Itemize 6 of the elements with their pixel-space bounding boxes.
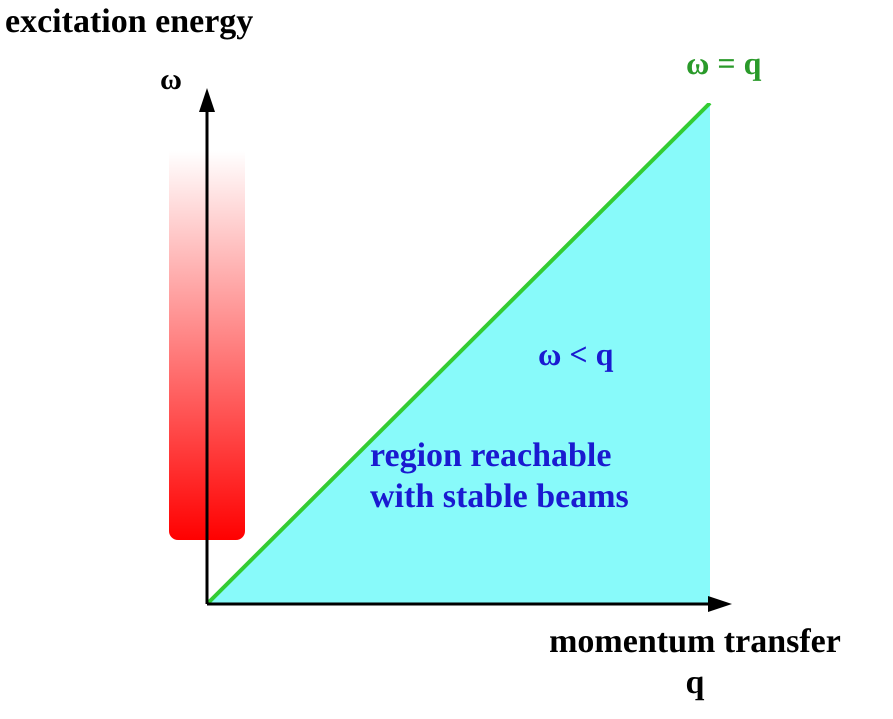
text: ω = q: [686, 44, 762, 82]
y-axis-title: ω: [160, 62, 182, 98]
annotation: ω < q: [538, 335, 614, 374]
x-axis-title: momentum transfer q: [548, 622, 842, 703]
annotation: region reachable with stable beams: [370, 436, 629, 517]
chart-title: excitation energy: [5, 2, 254, 42]
